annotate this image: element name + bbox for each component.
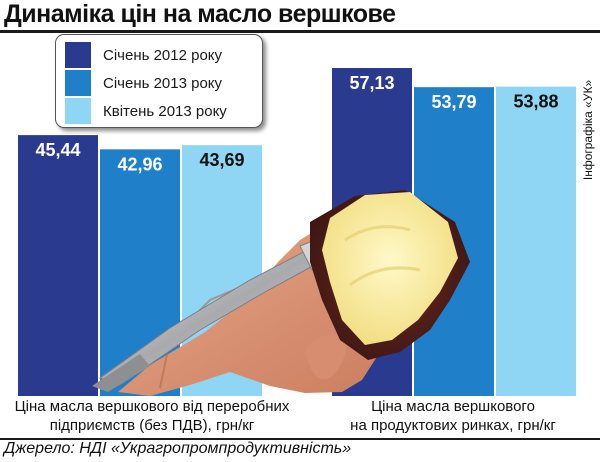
legend-label-jan-2012: Січень 2012 року xyxy=(103,46,223,64)
legend-label-jan-2013: Січень 2013 року xyxy=(103,74,223,92)
legend-swatch-apr-2013 xyxy=(65,98,91,124)
legend-label-apr-2013: Квітень 2013 року xyxy=(103,102,227,120)
value-label-processors-jan-2013: 42,96 xyxy=(117,154,162,174)
source-note: Джерело: НДІ «Украгропромпродуктивність» xyxy=(4,440,352,457)
legend-swatch-jan-2013 xyxy=(65,70,91,96)
legend-item-apr-2013: Квітень 2013 року xyxy=(65,98,227,124)
butter-photo-illustration xyxy=(92,190,470,396)
bar-processors-jan-2012 xyxy=(18,135,98,396)
value-label-processors-jan-2012: 45,44 xyxy=(35,140,80,160)
legend-item-jan-2012: Січень 2012 року xyxy=(65,42,222,68)
legend-item-jan-2013: Січень 2013 року xyxy=(65,70,222,96)
value-label-markets-apr-2013: 53,88 xyxy=(513,92,558,112)
source-divider xyxy=(0,438,600,440)
value-label-processors-apr-2013: 43,69 xyxy=(199,150,244,170)
legend-swatch-jan-2012 xyxy=(65,42,91,68)
value-label-markets-jan-2013: 53,79 xyxy=(431,92,476,112)
value-label-markets-jan-2012: 57,13 xyxy=(349,73,394,93)
x-axis-label-processors: Ціна масла вершкового від переробних під… xyxy=(14,398,290,434)
x-axis-label-markets: Ціна масла вершкового на продуктових рин… xyxy=(350,398,556,434)
title-divider xyxy=(0,30,600,33)
bar-markets-apr-2013 xyxy=(496,86,576,397)
chart-title: Динаміка цін на масло вершкове xyxy=(4,0,396,28)
legend: Січень 2012 року Січень 2013 року Квітен… xyxy=(55,34,263,128)
